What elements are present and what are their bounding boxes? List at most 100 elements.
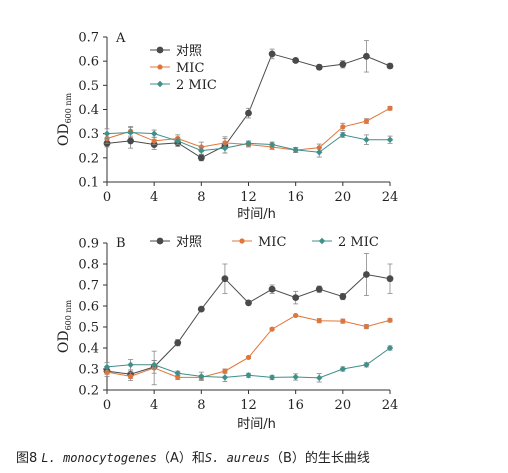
- data-point: [316, 149, 323, 156]
- series-mic2: [103, 344, 394, 383]
- data-point: [363, 361, 370, 368]
- data-point: [245, 299, 252, 307]
- data-point: [174, 339, 182, 347]
- y-tick-label: 0.6: [78, 300, 99, 315]
- y-axis-label-subscript: 600 nm: [64, 299, 73, 330]
- legend-marker: [157, 64, 163, 70]
- y-tick-label: 0.3: [78, 127, 99, 142]
- y-tick-label: 0.7: [78, 31, 99, 46]
- y-tick-label: 0.3: [78, 363, 99, 378]
- caption-prefix: 图8: [16, 451, 42, 466]
- legend-label: 对照: [176, 44, 202, 59]
- x-tick-label: 4: [150, 398, 158, 413]
- x-tick-label: 8: [197, 398, 205, 413]
- panel-label: A: [115, 31, 126, 46]
- data-point: [292, 373, 299, 381]
- data-point: [245, 354, 252, 361]
- y-axis-label-main: OD: [56, 123, 72, 146]
- data-point: [269, 326, 275, 332]
- x-tick-label: 0: [103, 190, 111, 205]
- x-tick-label: 8: [197, 190, 205, 205]
- data-point: [293, 312, 299, 319]
- x-tick-label: 24: [382, 190, 399, 205]
- legend-label: 对照: [176, 235, 202, 250]
- data-point: [339, 60, 347, 68]
- data-point: [339, 131, 347, 139]
- data-point: [221, 374, 229, 381]
- data-point: [339, 365, 347, 373]
- x-tick-label: 20: [335, 398, 352, 413]
- y-tick-label: 0.7: [78, 279, 99, 294]
- data-point: [103, 363, 111, 371]
- legend-marker: [156, 80, 164, 88]
- y-tick-label: 0.5: [78, 79, 99, 94]
- chart-panel-b: 0.2 0.3 0.4 0.5 0.6 0.7 0.8 0.9 0 4 8 12 16 20 24 时间/h O…: [56, 235, 398, 432]
- data-point: [175, 374, 181, 380]
- legend-marker: [239, 238, 245, 244]
- x-axis-label: 时间/h: [237, 417, 276, 432]
- data-point: [386, 275, 394, 283]
- caption-suffix: （B）的生长曲线: [269, 451, 370, 466]
- y-axis-label-main: OD: [56, 330, 72, 353]
- data-point: [268, 374, 276, 381]
- y-tick-label: 0.9: [78, 237, 99, 252]
- data-point: [127, 137, 134, 145]
- legend-marker: [318, 237, 326, 245]
- data-point: [387, 317, 393, 323]
- data-point: [315, 285, 323, 293]
- data-point: [268, 285, 276, 293]
- data-point: [363, 136, 370, 143]
- data-point: [363, 271, 370, 278]
- data-point: [245, 140, 252, 147]
- data-point: [245, 109, 252, 117]
- data-point: [222, 140, 228, 146]
- data-point: [387, 105, 393, 111]
- data-point: [340, 124, 346, 130]
- data-point: [292, 146, 299, 154]
- x-tick-label: 4: [150, 190, 158, 205]
- data-point: [339, 293, 347, 300]
- x-tick-label: 24: [382, 398, 399, 413]
- chart-panel-a: 0.1 0.2 0.3 0.4 0.5 0.6 0.7 0 4 8 12 16 20 24 时间/h OD60…: [56, 31, 398, 223]
- panel-label: B: [116, 236, 126, 251]
- data-point: [150, 361, 158, 368]
- y-tick-label: 0.2: [78, 151, 99, 166]
- data-point: [198, 373, 205, 380]
- data-point: [292, 57, 300, 64]
- y-tick-label: 0.6: [78, 55, 99, 70]
- legend-label: MIC: [176, 61, 204, 76]
- y-axis-label: OD600 nm: [56, 299, 73, 353]
- data-point: [386, 344, 394, 352]
- data-point: [197, 305, 205, 313]
- caption-organism-2: S. aureus: [204, 451, 270, 465]
- y-tick-label: 0.8: [78, 258, 99, 273]
- y-axis-label: OD600 nm: [56, 92, 73, 146]
- data-point: [174, 137, 181, 145]
- legend-label: MIC: [258, 235, 286, 250]
- data-point: [363, 118, 370, 124]
- y-tick-label: 0.4: [78, 103, 99, 118]
- x-tick-label: 20: [335, 190, 352, 205]
- legend-label: 2 MIC: [338, 235, 379, 250]
- data-point: [340, 318, 346, 324]
- data-point: [386, 136, 394, 143]
- y-tick-label: 0.5: [78, 321, 99, 336]
- x-axis-label: 时间/h: [237, 207, 276, 222]
- data-point: [316, 318, 322, 324]
- figure-caption: 图8 L. monocytogenes（A）和S. aureus（B）的生长曲线: [16, 447, 496, 466]
- data-point: [197, 154, 205, 162]
- x-tick-label: 16: [287, 190, 304, 205]
- caption-mid: （A）和: [157, 451, 205, 466]
- data-point: [127, 129, 134, 136]
- data-point: [363, 323, 370, 330]
- data-point: [386, 62, 394, 70]
- data-point: [150, 130, 158, 137]
- legend-marker: [156, 46, 164, 54]
- data-point: [363, 52, 370, 60]
- data-point: [198, 147, 205, 154]
- series-mic2: [103, 127, 394, 158]
- data-point: [245, 372, 252, 379]
- legend-marker: [156, 237, 164, 245]
- x-tick-label: 16: [287, 398, 304, 413]
- y-tick-label: 0.1: [78, 176, 99, 191]
